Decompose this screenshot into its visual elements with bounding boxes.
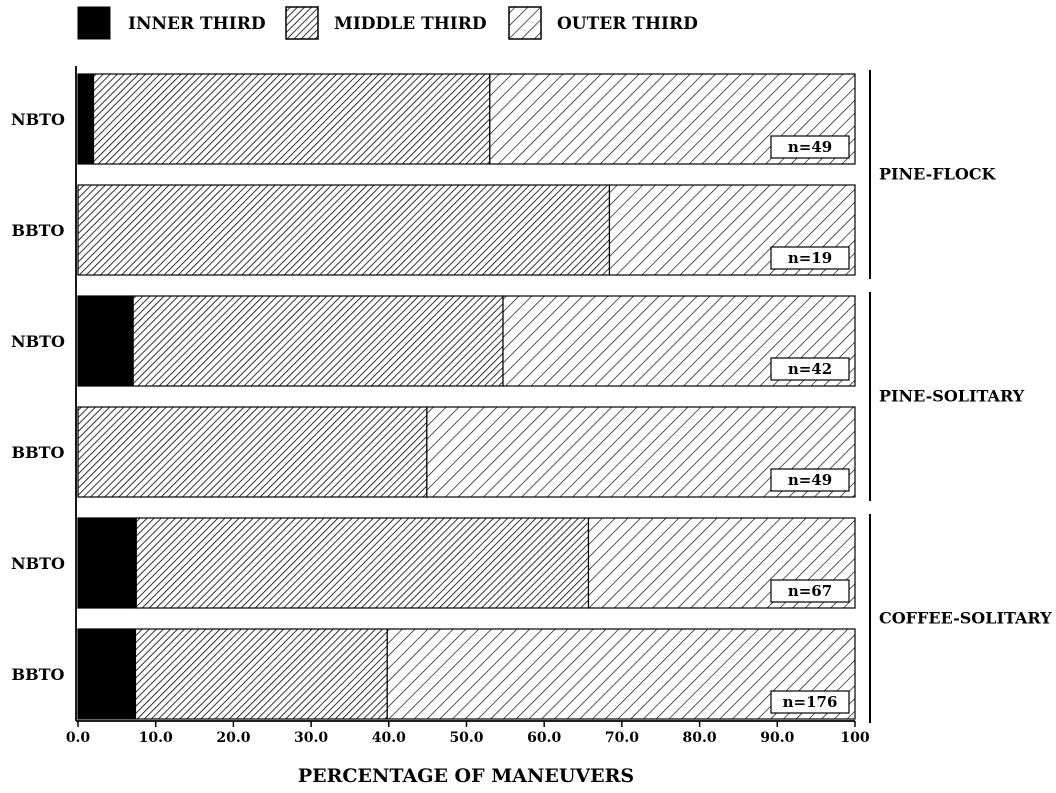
bar-segment-middle-third [77, 406, 428, 498]
bar-segment-inner-third [77, 628, 137, 720]
legend: INNER THIRD MIDDLE THIRD OUTER THIRD [77, 6, 698, 40]
x-tick-label: 70.0 [605, 730, 639, 746]
legend-label-outer: OUTER THIRD [557, 14, 698, 34]
x-tick-label: 20.0 [216, 730, 250, 746]
group-label: PINE-SOLITARY [879, 387, 1025, 406]
category-label: BBTO [12, 443, 65, 462]
group-label: PINE-FLOCK [879, 165, 997, 184]
sample-size-box [770, 246, 850, 270]
sample-size-box [770, 690, 850, 714]
bar-segment-middle-third [92, 73, 491, 165]
bar-segment-inner-third [77, 517, 137, 609]
sample-size-box [770, 357, 850, 381]
group-label: COFFEE-SOLITARY [879, 609, 1052, 628]
sample-size-label: n=67 [788, 582, 832, 600]
bar-segment-middle-third [134, 628, 388, 720]
bar-segment-middle-third [77, 184, 611, 276]
x-tick-label: 0.0 [66, 730, 91, 746]
x-tick-label: 90.0 [760, 730, 794, 746]
x-tick-label: 60.0 [527, 730, 561, 746]
category-label: NBTO [11, 332, 65, 351]
legend-item-middle-third: MIDDLE THIRD [285, 6, 487, 40]
legend-swatch-middle [285, 6, 319, 40]
legend-item-outer-third: OUTER THIRD [508, 6, 698, 40]
sample-size-label: n=176 [783, 693, 838, 711]
x-axis-title: PERCENTAGE OF MANEUVERS [298, 765, 634, 787]
legend-item-inner-third: INNER THIRD [77, 6, 266, 40]
bar-segment-middle-third [135, 517, 590, 609]
sample-size-label: n=49 [788, 471, 832, 489]
bar-segment-inner-third [77, 73, 95, 165]
sample-size-box [770, 468, 850, 492]
category-label: NBTO [11, 554, 65, 573]
legend-label-middle: MIDDLE THIRD [334, 14, 487, 34]
bar-segment-middle-third [132, 295, 504, 387]
x-tick-label: 40.0 [372, 730, 406, 746]
sample-size-label: n=42 [788, 360, 832, 378]
category-label: BBTO [12, 221, 65, 240]
sample-size-box [770, 135, 850, 159]
x-tick-label: 50.0 [449, 730, 483, 746]
sample-size-label: n=49 [788, 138, 832, 156]
sample-size-label: n=19 [788, 249, 832, 267]
x-tick-label: 80.0 [683, 730, 717, 746]
legend-swatch-inner [77, 6, 111, 40]
category-label: BBTO [12, 665, 65, 684]
legend-label-inner: INNER THIRD [128, 14, 266, 34]
x-tick-label: 30.0 [294, 730, 328, 746]
legend-swatch-outer [508, 6, 542, 40]
category-label: NBTO [11, 110, 65, 129]
plot-area: n=49 NBTO n=19 BBTO n=42 NBTO n=49 BBTO n=67 NBTO… [11, 66, 1052, 746]
sample-size-box [770, 579, 850, 603]
x-tick-label: 100 [840, 730, 869, 746]
x-tick-label: 10.0 [139, 730, 173, 746]
bar-segment-inner-third [77, 295, 134, 387]
